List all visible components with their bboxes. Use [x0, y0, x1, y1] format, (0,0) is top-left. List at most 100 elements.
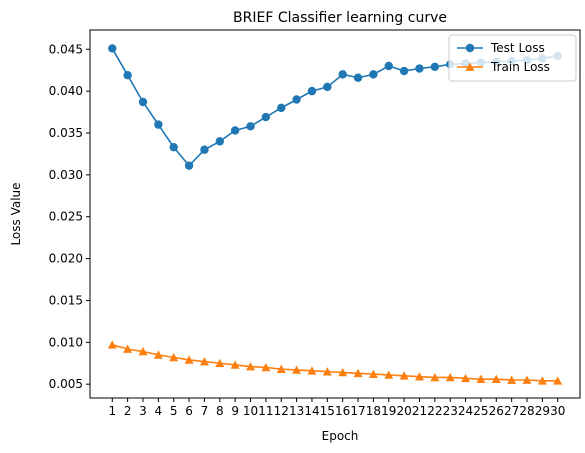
data-point — [261, 362, 271, 372]
data-point — [537, 376, 547, 385]
data-point — [292, 365, 302, 374]
data-point — [184, 355, 194, 364]
legend-label: Test Loss — [490, 41, 545, 55]
data-point — [445, 372, 455, 382]
x-tick-label: 6 — [185, 404, 193, 418]
x-tick-label: 18 — [366, 404, 381, 418]
plot-area — [107, 44, 563, 385]
plot-frame — [89, 29, 581, 399]
x-tick-label: 7 — [201, 404, 209, 418]
x-tick-label: 13 — [289, 404, 304, 418]
data-point — [246, 362, 256, 371]
data-point — [323, 82, 332, 92]
x-tick-label: 5 — [170, 404, 178, 418]
x-tick-label: 22 — [427, 404, 442, 418]
x-tick-label: 26 — [489, 404, 504, 418]
data-point — [338, 367, 348, 377]
x-tick-label: 1 — [108, 404, 116, 418]
legend-label: Train Loss — [490, 60, 550, 74]
data-point — [138, 97, 148, 107]
data-point — [184, 161, 194, 170]
legend-entry: Train Loss — [457, 60, 550, 74]
data-point — [200, 145, 209, 154]
data-point — [353, 73, 363, 82]
data-point — [369, 70, 378, 79]
x-tick-label: 9 — [231, 404, 239, 418]
y-tick-label: 0.010 — [49, 335, 83, 349]
y-axis-title: Loss Value — [9, 182, 23, 245]
data-point — [414, 372, 424, 381]
x-axis: 1 2 3 4 5 6 7 8 9 10 11 12 13 14 15 16 17 18 19 20 21 22 23 24 2… — [108, 398, 565, 418]
data-point — [261, 112, 271, 122]
data-point — [430, 62, 440, 72]
y-tick-label: 0.030 — [49, 168, 83, 182]
data-point — [123, 344, 133, 353]
data-point — [246, 122, 255, 131]
data-point — [215, 358, 225, 368]
data-point — [276, 364, 286, 373]
x-tick-label: 29 — [535, 404, 550, 418]
x-tick-label: 3 — [139, 404, 147, 418]
data-point — [169, 352, 179, 362]
x-tick-label: 16 — [335, 404, 350, 418]
data-point — [476, 374, 486, 383]
data-point — [123, 71, 132, 80]
chart-title: BRIEF Classifier learning curve — [233, 10, 447, 26]
data-point — [384, 61, 393, 71]
x-tick-label: 4 — [155, 404, 163, 418]
y-tick-label: 0.025 — [49, 210, 83, 224]
legend-marker — [465, 43, 475, 53]
x-tick-label: 17 — [350, 404, 365, 418]
data-point — [322, 367, 332, 376]
x-tick-label: 8 — [216, 404, 224, 418]
legend-marker — [465, 62, 475, 71]
x-tick-label: 10 — [243, 404, 258, 418]
x-tick-label: 20 — [396, 404, 411, 418]
x-tick-label: 19 — [381, 404, 396, 418]
x-tick-label: 14 — [304, 404, 319, 418]
x-tick-label: 24 — [458, 404, 473, 418]
data-point — [277, 103, 286, 113]
y-tick-label: 0.015 — [49, 293, 83, 307]
data-point — [307, 366, 317, 375]
data-point — [368, 369, 378, 378]
data-point — [169, 143, 178, 152]
data-point — [415, 64, 424, 73]
series-line — [112, 344, 558, 382]
data-point — [384, 370, 394, 379]
x-tick-label: 12 — [274, 404, 289, 418]
legend-entry: Test Loss — [457, 41, 545, 55]
data-point — [154, 120, 163, 129]
y-tick-label: 0.035 — [49, 126, 83, 140]
legend: Test Loss Train Loss — [448, 34, 577, 82]
x-tick-label: 2 — [124, 404, 132, 418]
x-tick-label: 21 — [412, 404, 427, 418]
data-point — [553, 376, 563, 385]
x-axis-title: Epoch — [322, 429, 359, 443]
data-point — [138, 347, 148, 356]
data-point — [430, 372, 440, 382]
legend-box — [448, 34, 577, 82]
data-point — [461, 373, 471, 383]
data-point — [353, 368, 363, 378]
data-point — [307, 86, 317, 96]
y-tick-label: 0.045 — [49, 42, 83, 56]
data-point — [107, 340, 117, 349]
y-axis: 0.005 0.010 0.015 0.020 0.025 0.030 0.035 0.040… — [49, 42, 90, 391]
x-tick-label: 23 — [443, 404, 458, 418]
y-tick-label: 0.020 — [49, 252, 83, 266]
x-tick-label: 28 — [519, 404, 534, 418]
data-point — [230, 360, 240, 369]
data-point — [215, 137, 224, 146]
data-point — [230, 126, 240, 135]
data-point — [292, 95, 301, 104]
data-point — [399, 371, 409, 380]
x-tick-label: 25 — [473, 404, 488, 418]
data-point — [399, 66, 409, 76]
data-point — [153, 350, 163, 359]
x-tick-label: 15 — [320, 404, 335, 418]
data-point — [491, 374, 501, 383]
x-tick-label: 30 — [550, 404, 565, 418]
data-point — [108, 44, 117, 53]
